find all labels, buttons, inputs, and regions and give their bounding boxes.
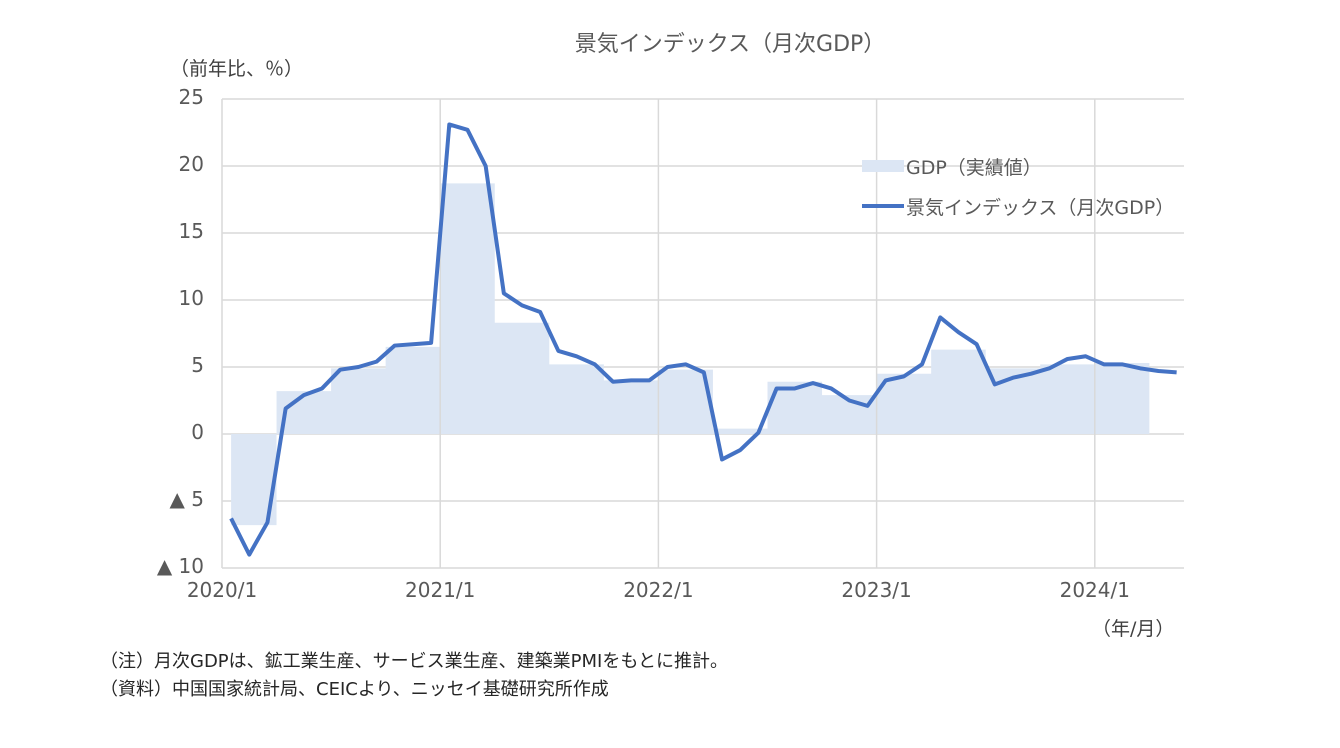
- line-swatch-icon: [862, 204, 904, 208]
- x-axis-unit: （年/月）: [1092, 618, 1175, 640]
- y-tick-label: 20: [178, 152, 204, 176]
- y-tick-label: 15: [178, 219, 204, 243]
- note-text: （注）月次GDPは、鉱工業生産、サービス業生産、建築業PMIをもとに推計。: [100, 651, 728, 672]
- area-swatch-icon: [862, 160, 904, 172]
- legend-label-gdp: GDP（実績値）: [906, 156, 1042, 179]
- legend-label-index: 景気インデックス（月次GDP）: [906, 196, 1175, 219]
- y-tick-label: 0: [191, 420, 204, 444]
- chart-title: 景気インデックス（月次GDP）: [574, 32, 886, 57]
- legend-item-gdp: GDP（実績値）: [862, 146, 1174, 186]
- vertical-gridlines: [221, 99, 1096, 568]
- x-tick-label: 2022/1: [623, 578, 694, 602]
- source-text: （資料）中国国家統計局、CEICより、ニッセイ基礎研究所作成: [100, 679, 609, 700]
- legend-item-index: 景気インデックス（月次GDP）: [862, 186, 1174, 226]
- y-tick-label: ▲ 5: [169, 487, 204, 511]
- x-tick-label: 2021/1: [405, 578, 476, 602]
- x-tick-label: 2020/1: [186, 578, 258, 602]
- index-line-series: [229, 122, 1177, 557]
- y-tick-label: 25: [178, 85, 204, 109]
- footnotes: （注）月次GDPは、鉱工業生産、サービス業生産、建築業PMIをもとに推計。 （資…: [100, 648, 728, 704]
- x-tick-label: 2023/1: [841, 578, 912, 602]
- x-tick-label: 2024/1: [1059, 578, 1130, 602]
- gdp-area-series: [231, 183, 1150, 526]
- y-tick-label: 5: [191, 353, 204, 377]
- y-tick-label: ▲ 10: [156, 554, 204, 578]
- y-axis-unit: （前年比、％）: [170, 58, 304, 80]
- legend: GDP（実績値） 景気インデックス（月次GDP）: [862, 146, 1174, 226]
- y-tick-label: 10: [178, 286, 204, 310]
